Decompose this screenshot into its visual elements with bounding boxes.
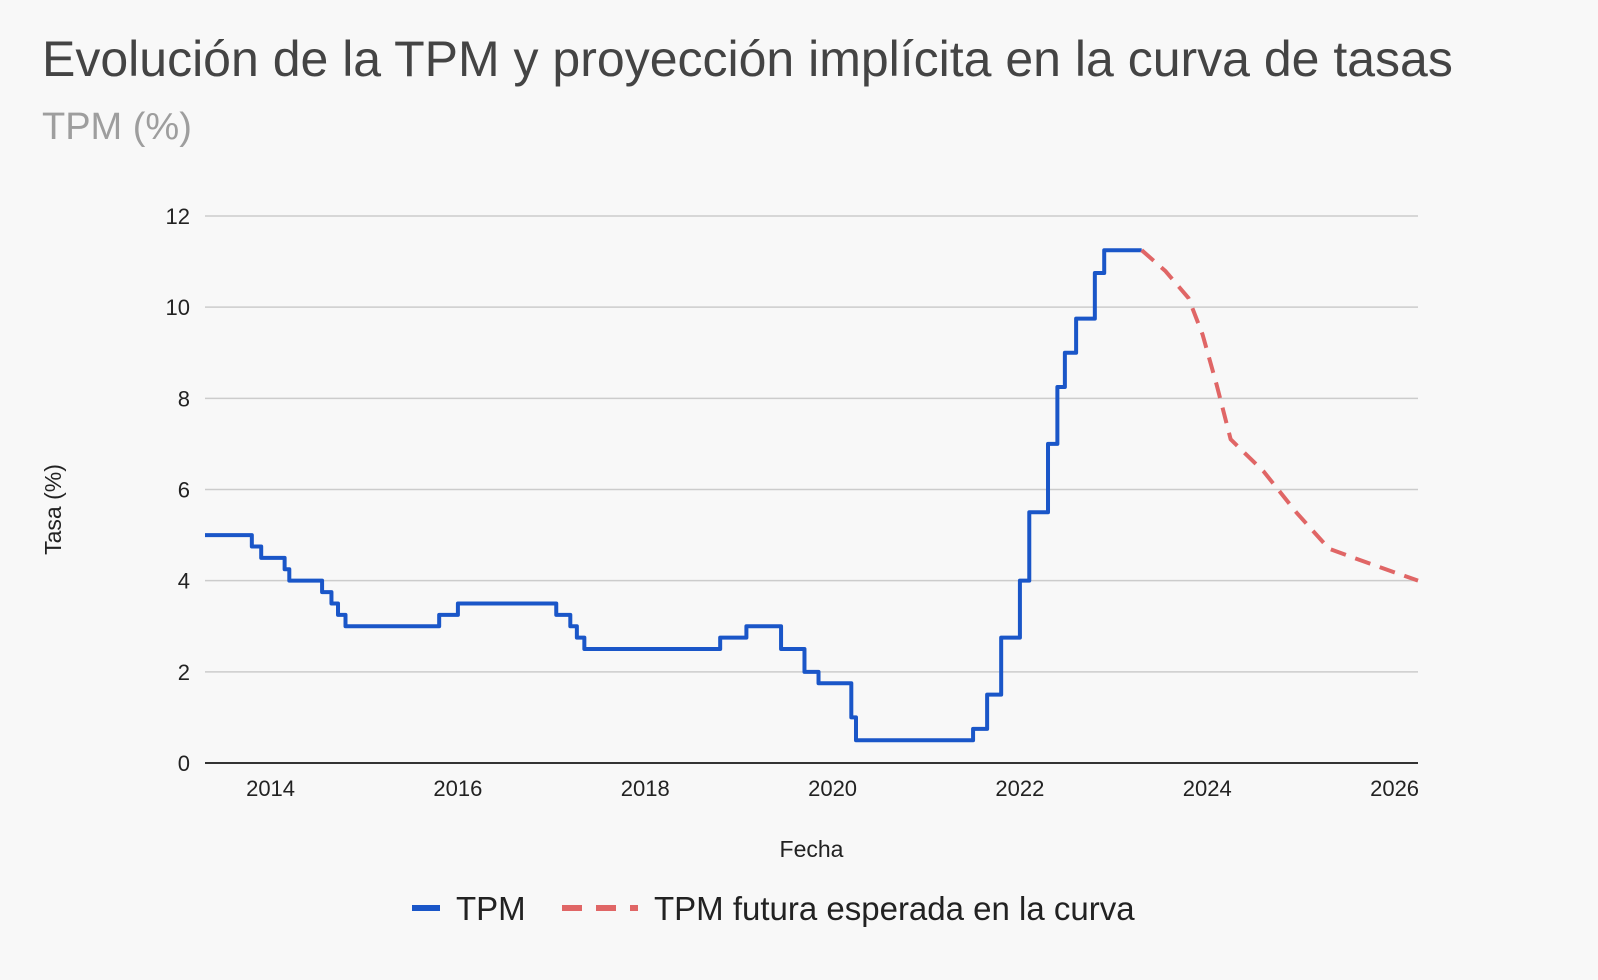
y-tick-label: 10 — [166, 295, 190, 320]
x-tick-label: 2024 — [1183, 776, 1232, 801]
y-tick-label: 6 — [178, 478, 190, 503]
series-line-0 — [205, 248, 1142, 743]
y-tick-label: 8 — [178, 386, 190, 411]
legend-label-1: TPM futura esperada en la curva — [654, 890, 1135, 927]
y-tick-label: 12 — [166, 204, 190, 229]
y-tick-label: 4 — [178, 569, 190, 594]
chart-title: Evolución de la TPM y proyección implíci… — [42, 31, 1453, 87]
legend: TPM TPM futura esperada en la curva — [412, 890, 1135, 927]
x-tick-label: 2022 — [995, 776, 1044, 801]
x-tick-label: 2018 — [621, 776, 670, 801]
chart-subtitle: TPM (%) — [42, 106, 192, 148]
x-axis-ticks: 2014 2016 2018 2020 2022 2024 2026 — [246, 776, 1419, 801]
series-lines — [205, 248, 1419, 743]
x-axis-label: Fecha — [780, 836, 844, 862]
x-tick-label: 2016 — [433, 776, 482, 801]
y-tick-label: 2 — [178, 660, 190, 685]
x-tick-label: 2026 — [1370, 776, 1419, 801]
x-tick-label: 2020 — [808, 776, 857, 801]
series-line-1 — [1140, 248, 1419, 583]
x-tick-label: 2014 — [246, 776, 295, 801]
y-tick-label: 0 — [178, 751, 190, 776]
y-axis-label: Tasa (%) — [40, 464, 66, 555]
legend-label-0: TPM — [456, 890, 526, 927]
y-axis-ticks: 0 2 4 6 8 10 12 — [166, 204, 190, 776]
